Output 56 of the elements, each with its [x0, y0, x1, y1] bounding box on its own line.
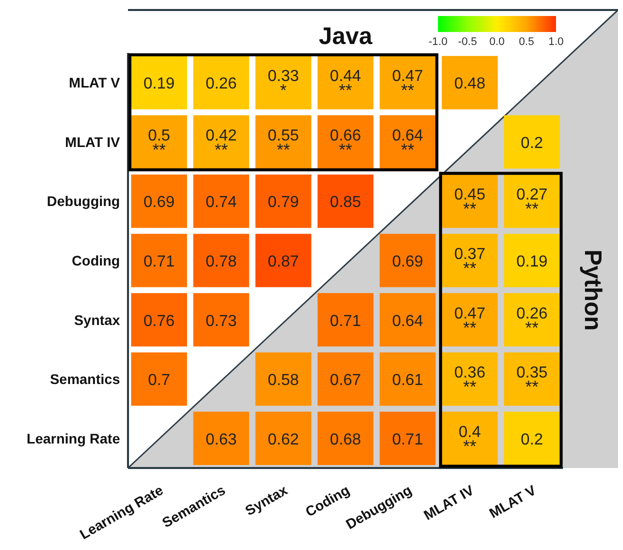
- data-label: 0.63: [206, 431, 237, 448]
- color-bar-label: 1.0: [548, 36, 564, 48]
- y-tick-label: MLAT IV: [65, 134, 121, 150]
- color-bar-label: -0.5: [458, 36, 477, 48]
- y-tick-label: Debugging: [46, 193, 120, 210]
- text: Python: [579, 249, 606, 331]
- data-label: 0.69: [144, 194, 175, 212]
- color-bar-label: -1.0: [428, 36, 448, 48]
- data-label: 0.37 **: [454, 246, 486, 278]
- data-label: 0.44 **: [330, 68, 362, 100]
- y-tick-label: Syntax: [74, 312, 120, 328]
- y-tick-label: MLAT V: [68, 74, 121, 91]
- color-bar-label: 0.0: [489, 36, 505, 48]
- data-label: 0.47 **: [454, 305, 486, 338]
- data-label: 0.45 **: [454, 186, 486, 219]
- data-label: 0.55 **: [268, 127, 300, 160]
- data-label: 0.71: [330, 312, 362, 330]
- data-label: 0.64: [392, 312, 424, 330]
- y-tick-label: Semantics: [50, 371, 120, 388]
- text: Java: [318, 23, 373, 50]
- data-label: 0.68: [330, 431, 362, 448]
- data-label: 0.71: [144, 254, 175, 270]
- data-label: 0.19: [144, 76, 175, 93]
- data-label: 0.85: [330, 194, 362, 212]
- data-label: 0.48: [454, 76, 486, 93]
- data-label: 0.7: [148, 372, 170, 390]
- data-label: 0.64 **: [392, 127, 424, 160]
- data-label: 0.78: [206, 254, 237, 270]
- data-label: 0.36 **: [454, 364, 486, 397]
- data-label: 0.5 **: [148, 127, 170, 160]
- data-label: 0.67: [330, 372, 362, 390]
- data-label: 0.66 **: [330, 127, 362, 160]
- data-label: 0.58: [268, 372, 300, 390]
- data-label: 0.47 **: [392, 68, 424, 100]
- data-label: 0.69: [392, 254, 424, 270]
- data-label: 0.87: [268, 254, 300, 270]
- data-label: 0.19: [516, 254, 548, 270]
- data-label: 0.73: [206, 312, 237, 330]
- data-label: 0.26: [206, 76, 237, 93]
- color-bar-label: 0.5: [518, 36, 534, 48]
- data-label: 0.33 *: [268, 68, 300, 100]
- data-label: 0.2: [520, 134, 544, 152]
- data-label: 0.62: [268, 431, 300, 448]
- y-tick-label: Coding: [72, 252, 120, 268]
- data-label: 0.35 **: [516, 364, 548, 397]
- data-label: 0.61: [392, 372, 424, 390]
- data-label: 0.26 **: [516, 305, 548, 338]
- data-label: 0.4 **: [458, 424, 482, 456]
- y-tick-label: Learning Rate: [26, 430, 120, 446]
- data-label: 0.79: [268, 194, 300, 212]
- data-label: 0.71: [392, 431, 424, 448]
- data-label: 0.27 **: [516, 186, 548, 219]
- data-label: 0.42 **: [206, 127, 237, 160]
- data-label: 0.74: [206, 194, 237, 212]
- data-label: 0.2: [520, 431, 544, 448]
- data-label: 0.76: [144, 312, 175, 330]
